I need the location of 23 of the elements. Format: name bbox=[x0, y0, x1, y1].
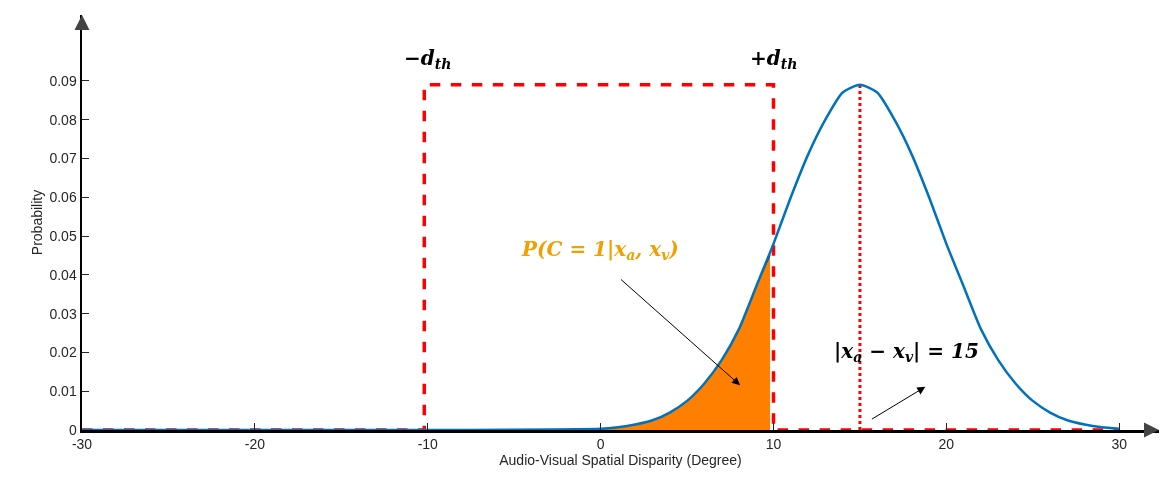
y-axis-title: Probability bbox=[28, 189, 45, 256]
annotation: +d$_{th}$ bbox=[750, 46, 798, 73]
x-tick-label: 20 bbox=[938, 436, 955, 453]
x-tick-label: 0 bbox=[596, 436, 605, 453]
y-tick-label: 0.09 bbox=[49, 72, 77, 89]
x-tick-label: -10 bbox=[417, 436, 439, 453]
y-tick-label: 0.05 bbox=[49, 227, 77, 244]
annotation: |x$_{a}$ − x$_{v}$| = 15 bbox=[834, 339, 979, 366]
y-tick-label: 0.03 bbox=[49, 305, 77, 322]
y-tick-label: 0 bbox=[68, 421, 77, 438]
x-axis-title: Audio-Visual Spatial Disparity (Degree) bbox=[499, 452, 742, 469]
y-tick-label: 0.06 bbox=[49, 189, 77, 206]
y-tick-label: 0.08 bbox=[49, 111, 77, 128]
y-tick-label: 0.07 bbox=[49, 150, 77, 167]
annotation: −d$_{th}$ bbox=[404, 46, 452, 73]
x-tick-label: 30 bbox=[1111, 436, 1128, 453]
y-tick-label: 0.04 bbox=[49, 266, 77, 283]
x-tick-label: -30 bbox=[71, 436, 93, 453]
y-tick-label: 0.01 bbox=[49, 383, 77, 400]
annotation: P(C = 1|x$_{a}$, x$_{v}$) bbox=[521, 237, 679, 264]
x-tick-label: 10 bbox=[765, 436, 782, 453]
x-tick-label: -20 bbox=[244, 436, 266, 453]
y-tick-label: 0.02 bbox=[49, 344, 77, 361]
